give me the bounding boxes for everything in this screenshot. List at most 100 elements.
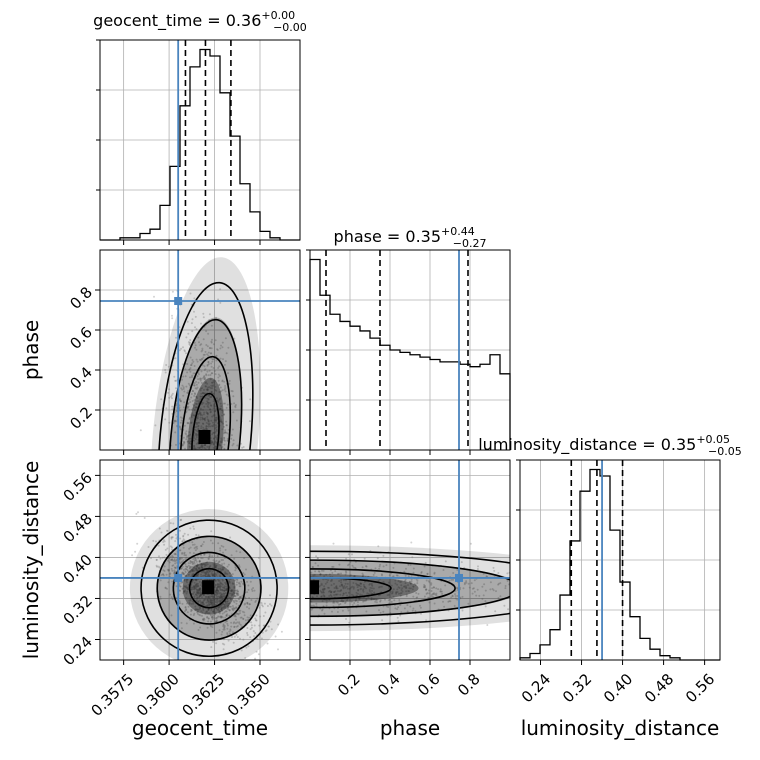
sample-point <box>182 386 185 389</box>
sample-point <box>355 594 358 597</box>
sample-point <box>171 569 174 572</box>
sample-point <box>233 402 236 405</box>
sample-point <box>192 568 195 571</box>
sample-point <box>379 563 382 566</box>
sample-point <box>203 451 205 453</box>
sample-point <box>223 625 226 627</box>
sample-point <box>190 610 193 613</box>
sample-point <box>187 382 190 385</box>
sample-point <box>202 603 205 606</box>
sample-point <box>201 488 203 490</box>
sample-point <box>230 625 233 628</box>
sample-point <box>215 574 218 576</box>
sample-point <box>219 584 221 587</box>
sample-point <box>297 565 299 567</box>
sample-point <box>341 583 343 586</box>
sample-point <box>219 594 222 596</box>
sample-point <box>188 384 191 387</box>
sample-point <box>448 600 451 603</box>
sample-point <box>195 422 198 425</box>
sample-point <box>476 588 479 591</box>
sample-point <box>174 357 177 360</box>
sample-point <box>187 422 190 425</box>
sample-point <box>414 584 417 586</box>
sample-point <box>319 573 322 576</box>
sample-point <box>207 620 210 623</box>
sample-point <box>198 373 200 376</box>
sample-point <box>478 594 481 597</box>
sample-point <box>223 472 225 474</box>
sample-point <box>319 589 322 592</box>
sample-point <box>224 610 227 613</box>
sample-point <box>320 595 323 598</box>
sample-point <box>456 586 459 589</box>
sample-point <box>340 600 343 603</box>
sample-point <box>216 593 219 596</box>
sample-point <box>504 585 507 587</box>
sample-point <box>331 610 333 613</box>
sample-point <box>351 593 353 596</box>
sample-point <box>196 608 199 611</box>
sample-point <box>340 583 343 586</box>
sample-point <box>202 312 205 315</box>
sample-point <box>198 613 201 616</box>
sample-point <box>195 503 197 505</box>
sample-point <box>247 588 250 591</box>
sample-point <box>409 582 412 585</box>
sample-point <box>213 598 216 601</box>
sample-point <box>213 405 216 408</box>
sample-point <box>201 347 204 350</box>
y-tick-label-phase: 0.8 <box>66 283 96 313</box>
sample-point <box>224 548 227 551</box>
sample-point <box>171 392 174 395</box>
sample-point <box>475 594 478 597</box>
sample-point <box>195 591 198 594</box>
sample-point <box>248 607 251 610</box>
sample-point <box>220 419 222 422</box>
sample-point <box>238 609 241 612</box>
sample-point <box>220 447 223 450</box>
sample-point <box>195 403 198 406</box>
sample-point <box>221 346 224 349</box>
y-axis-label-phase: phase <box>19 320 43 380</box>
sample-point <box>426 592 429 594</box>
sample-point <box>204 382 207 384</box>
sample-point <box>192 567 195 570</box>
sample-point <box>220 454 222 456</box>
sample-point <box>229 575 232 578</box>
sample-point <box>186 566 189 569</box>
sample-point <box>187 451 189 453</box>
contour-line-0 <box>191 392 220 450</box>
sample-point <box>223 566 225 569</box>
sample-point <box>214 566 217 569</box>
sample-point <box>213 573 216 576</box>
sample-point <box>195 585 198 588</box>
sample-point <box>220 462 222 464</box>
sample-point <box>356 583 359 586</box>
sample-point <box>196 612 199 615</box>
sample-point <box>231 593 234 596</box>
truth-marker <box>174 297 183 305</box>
sample-point <box>220 592 223 595</box>
sample-point <box>205 388 208 391</box>
sample-point <box>207 597 210 600</box>
sample-point <box>425 592 428 595</box>
sample-point <box>377 545 380 548</box>
sample-point <box>189 566 192 569</box>
sample-point <box>214 611 217 614</box>
sample-point <box>201 422 204 425</box>
sample-point <box>199 414 202 416</box>
sample-point <box>212 392 215 395</box>
sample-point <box>186 611 189 614</box>
sample-point <box>290 588 292 590</box>
sample-point <box>217 454 219 456</box>
sample-point <box>399 614 402 617</box>
sample-point <box>207 608 210 611</box>
sample-point <box>236 444 239 447</box>
sample-point <box>212 559 215 562</box>
sample-point <box>212 446 215 449</box>
sample-point <box>214 385 217 388</box>
sample-point <box>362 583 365 586</box>
sample-point <box>215 631 218 634</box>
sample-point <box>452 578 455 581</box>
